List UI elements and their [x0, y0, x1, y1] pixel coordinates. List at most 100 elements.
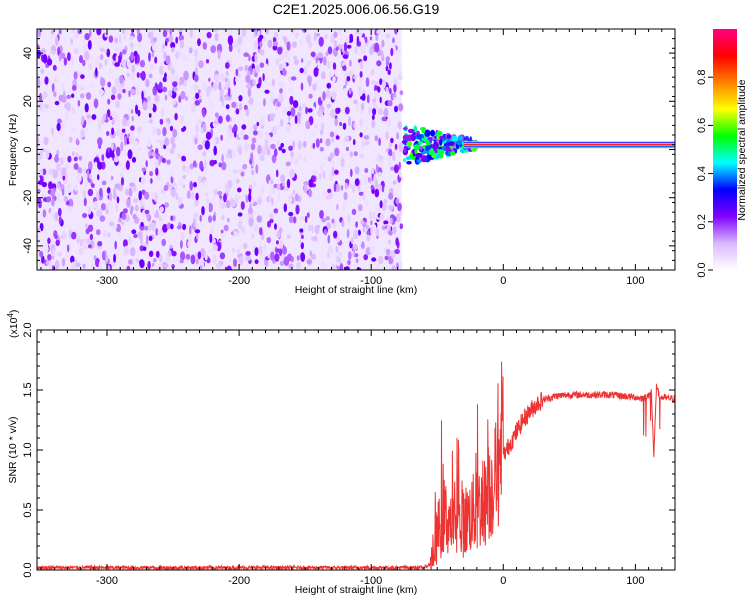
spectrogram-noise-cell — [313, 123, 319, 129]
spectrogram-noise-cell — [126, 265, 131, 270]
spectrogram-noise-cell — [312, 170, 318, 175]
spectrogram-noise-cell — [311, 253, 316, 260]
spectrogram-noise-cell — [309, 250, 312, 257]
spectrogram-noise-cell — [61, 83, 65, 90]
spectrogram-noise-cell — [111, 111, 118, 119]
spectrogram-noise-cell — [67, 52, 71, 62]
spectrogram-noise-cell — [342, 122, 347, 130]
spectrogram-noise-cell — [64, 164, 70, 170]
spectrogram-noise-cell — [57, 182, 61, 190]
spectrogram-noise-cell — [63, 57, 68, 66]
spectrogram-noise-cell — [125, 160, 130, 170]
spectrogram-noise-cell — [294, 32, 299, 38]
spectrogram-noise-cell — [71, 29, 76, 34]
spectrogram-noise-cell — [330, 108, 336, 119]
spectrogram-noise-cell — [330, 33, 335, 44]
spectrogram-noise-cell — [70, 255, 75, 264]
spectrogram-noise-cell — [38, 150, 43, 160]
spectrogram-noise-cell — [39, 250, 44, 258]
spectrogram-noise-cell — [351, 184, 356, 194]
spectrogram-noise-cell — [342, 203, 346, 211]
spectrogram-noise-cell — [388, 255, 392, 264]
spectrogram-noise-cell — [97, 174, 100, 181]
spectrogram-noise-cell — [276, 101, 281, 107]
spectrogram-noise-cell — [329, 152, 335, 159]
spectrogram-noise-cell — [111, 118, 115, 126]
spectrogram-noise-cell — [353, 253, 359, 258]
spectrogram-noise-cell — [111, 127, 115, 135]
spectrogram-noise-cell — [308, 78, 312, 87]
spectrogram-noise-cell — [158, 65, 164, 76]
spectrogram-noise-cell — [139, 198, 145, 207]
spectrogram-noise-cell — [267, 134, 271, 142]
spectrogram-noise-cell — [94, 161, 98, 167]
spectrogram-noise-cell — [296, 112, 302, 118]
spectrogram-noise-cell — [212, 254, 217, 264]
spectrogram-noise-cell — [279, 227, 283, 234]
spectrogram-noise-cell — [224, 77, 228, 83]
spectrogram-noise-cell — [97, 241, 103, 247]
spectrogram-noise-cell — [394, 29, 398, 35]
spectrogram-noise-cell — [369, 36, 373, 41]
spectrogram-noise-cell — [387, 162, 392, 167]
spectrogram-x-axis: -300 -200 -100 0 100 — [40, 29, 676, 287]
spectrogram-noise-cell — [322, 171, 326, 179]
spectrogram-noise-cell — [99, 62, 103, 70]
spectrogram-noise-cell — [354, 166, 360, 175]
spectrogram-noise-cell — [100, 77, 106, 87]
spectrogram-noise-cell — [303, 155, 307, 163]
spectrogram-noise-cell — [151, 151, 156, 157]
spectrogram-noise-cell — [96, 190, 100, 201]
spectrogram-noise-cell — [240, 201, 245, 210]
spectrogram-noise-cell — [42, 168, 47, 176]
spectrogram-noise-cell — [162, 86, 168, 93]
spectrogram-noise-cell — [264, 143, 269, 150]
spectrogram-noise-cell — [65, 112, 70, 122]
spectrogram-noise-cell — [37, 136, 40, 147]
spectrogram-noise-cell — [161, 48, 166, 54]
spectrogram-noise-cell — [346, 228, 350, 239]
spectrogram-noise-cell — [88, 206, 92, 215]
spectrogram-noise-cell — [324, 33, 328, 40]
spectrogram-noise-cell — [212, 244, 218, 252]
spectrogram-noise-cell — [390, 166, 395, 171]
spectrogram-noise-cell — [71, 231, 77, 240]
spectrogram-noise-cell — [325, 138, 331, 147]
spectrogram-noise-cell — [140, 70, 146, 81]
spectrogram-noise-cell — [305, 106, 309, 115]
spectrogram-noise-cell — [95, 67, 98, 77]
spectrogram-noise-cell — [387, 239, 391, 245]
spectrogram-noise-cell — [101, 250, 106, 261]
spectrogram-noise-cell — [202, 123, 207, 133]
spectrogram-noise-cell — [86, 92, 92, 100]
spectrogram-noise-cell — [395, 237, 399, 247]
spectrogram-noise-cell — [194, 56, 199, 67]
spectrogram-noise-cell — [37, 227, 41, 233]
spectrogram-noise-cell — [51, 198, 55, 207]
spectrogram-noise-cell — [302, 103, 307, 109]
spectrogram-noise-cell — [129, 42, 134, 47]
spectrogram-noise-cell — [258, 245, 263, 256]
spectrogram-noise-cell — [95, 57, 100, 67]
spectrogram-noise-cell — [124, 136, 127, 146]
spectrogram-noise-cell — [49, 33, 55, 39]
spectrogram-noise-cell — [67, 244, 70, 253]
spectrogram-noise-cell — [202, 42, 207, 50]
spectrogram-noise-cell — [59, 156, 64, 166]
spectrogram-transition-cell — [419, 127, 427, 131]
spectrogram-noise-cell — [118, 85, 123, 94]
spectrogram-noise-cell — [284, 50, 289, 59]
spectrogram-noise-cell — [144, 191, 150, 200]
spectrogram-noise-cell — [53, 78, 59, 83]
spectrogram-noise-cell — [225, 127, 231, 135]
spectrogram-noise-cell — [237, 212, 243, 217]
spectrogram-noise-cell — [52, 64, 57, 71]
spectrogram-transition-cell — [415, 152, 423, 158]
spectrogram-noise-cell — [359, 71, 363, 78]
spectrogram-noise-cell — [73, 71, 78, 80]
spectrogram-noise-cell — [189, 163, 194, 170]
spectrogram-noise-cell — [71, 106, 76, 115]
spectrogram-noise-cell — [368, 106, 372, 114]
spectrogram-noise-cell — [361, 241, 365, 250]
